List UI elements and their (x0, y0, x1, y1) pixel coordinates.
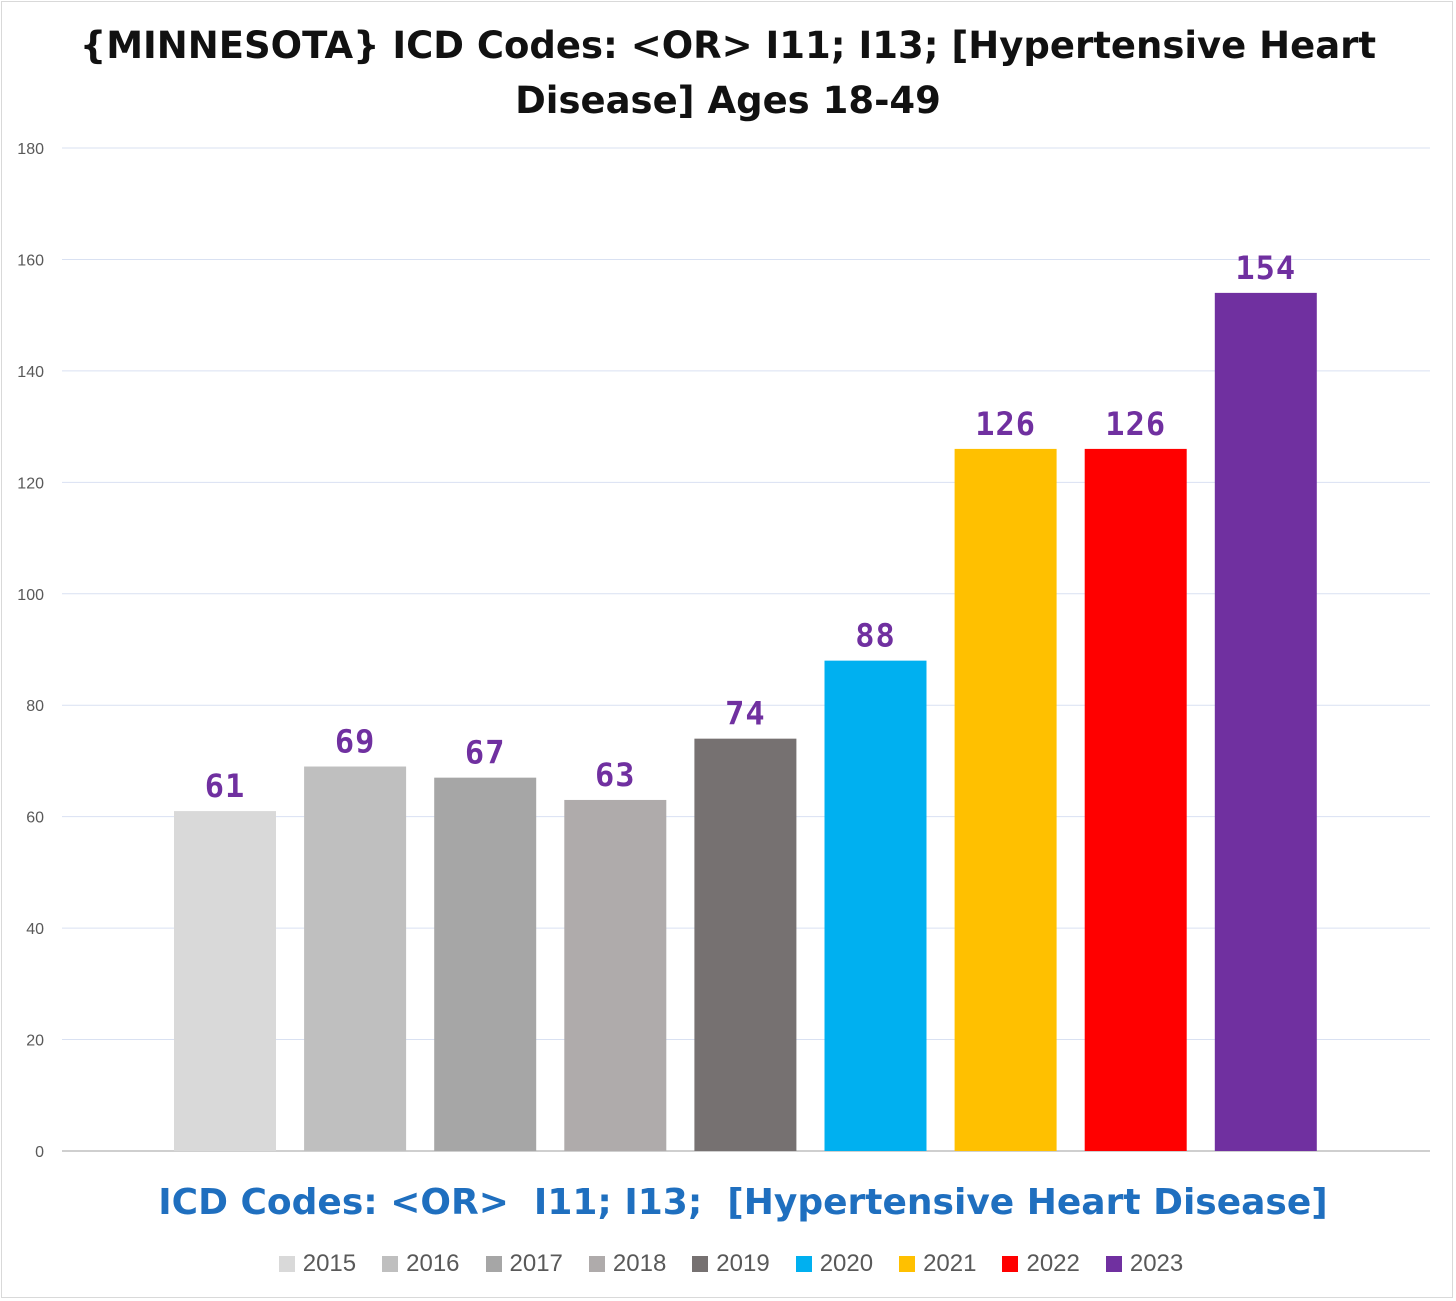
legend-swatch-2023 (1105, 1256, 1122, 1272)
data-label-2016: 69 (335, 723, 376, 761)
x-axis-title: ICD Codes: <OR> I11; I13; [Hypertensive … (158, 1182, 1328, 1223)
legend: 2015 2016 2017 2018 2019 2020 2021 2022 2023 (0, 1250, 1456, 1278)
y-tick-label-60: 60 (26, 810, 44, 827)
data-label-2022: 126 (1105, 405, 1166, 443)
legend-label-2017: 2017 (509, 1250, 563, 1277)
y-tick-label-160: 160 (17, 252, 44, 269)
y-tick-label-180: 180 (17, 141, 44, 158)
y-tick-label-140: 140 (17, 364, 44, 381)
data-label-2017: 67 (465, 734, 506, 772)
bar-2016 (304, 766, 407, 1151)
legend-swatch-2020 (795, 1256, 812, 1272)
legend-item-2022: 2022 (1002, 1250, 1080, 1278)
data-label-2023: 154 (1235, 249, 1296, 287)
legend-swatch-2017 (485, 1256, 502, 1272)
legend-item-2016: 2016 (382, 1250, 460, 1278)
data-label-2015: 61 (205, 767, 246, 805)
legend-swatch-2015 (278, 1256, 295, 1272)
legend-swatch-2022 (1002, 1256, 1019, 1272)
bar-2023 (1214, 292, 1317, 1151)
legend-label-2019: 2019 (716, 1250, 770, 1277)
bar-2022 (1084, 448, 1187, 1151)
legend-item-2015: 2015 (278, 1250, 357, 1278)
legend-label-2021: 2021 (923, 1250, 977, 1277)
legend-item-2020: 2020 (795, 1250, 874, 1278)
data-label-2020: 88 (855, 617, 896, 655)
legend-item-2018: 2018 (588, 1250, 667, 1278)
y-tick-label-80: 80 (26, 698, 44, 715)
legend-label-2022: 2022 (1026, 1250, 1080, 1277)
data-label-2019: 74 (725, 695, 766, 733)
legend-label-2018: 2018 (612, 1250, 667, 1277)
y-tick-label-0: 0 (35, 1144, 44, 1161)
legend-label-2016: 2016 (406, 1250, 460, 1277)
legend-item-2023: 2023 (1105, 1250, 1184, 1278)
legend-item-2019: 2019 (692, 1250, 770, 1278)
legend-item-2021: 2021 (899, 1250, 976, 1278)
legend-item-2017: 2017 (485, 1250, 563, 1278)
bar-2017 (434, 777, 537, 1151)
bar-2021 (954, 448, 1057, 1151)
chart-title: {MINNESOTA} ICD Codes: <OR> I11; I13; [H… (79, 24, 1377, 122)
data-label-2018: 63 (595, 756, 636, 794)
legend-label-2020: 2020 (819, 1250, 874, 1277)
y-tick-label-40: 40 (26, 921, 44, 938)
legend-label-2023: 2023 (1129, 1250, 1184, 1277)
y-tick-label-20: 20 (26, 1033, 44, 1050)
legend-swatch-2021 (899, 1256, 916, 1272)
legend-swatch-2019 (692, 1256, 709, 1272)
y-tick-label-120: 120 (17, 475, 44, 492)
legend-swatch-2018 (588, 1256, 605, 1272)
bar-2019 (694, 738, 797, 1151)
y-tick-label-100: 100 (17, 587, 44, 604)
legend-swatch-2016 (382, 1256, 399, 1272)
bar-2015 (174, 811, 276, 1151)
legend-label-2015: 2015 (302, 1250, 357, 1277)
bar-2018 (564, 799, 667, 1151)
bar-2020 (824, 660, 927, 1151)
data-label-2021: 126 (975, 405, 1036, 443)
